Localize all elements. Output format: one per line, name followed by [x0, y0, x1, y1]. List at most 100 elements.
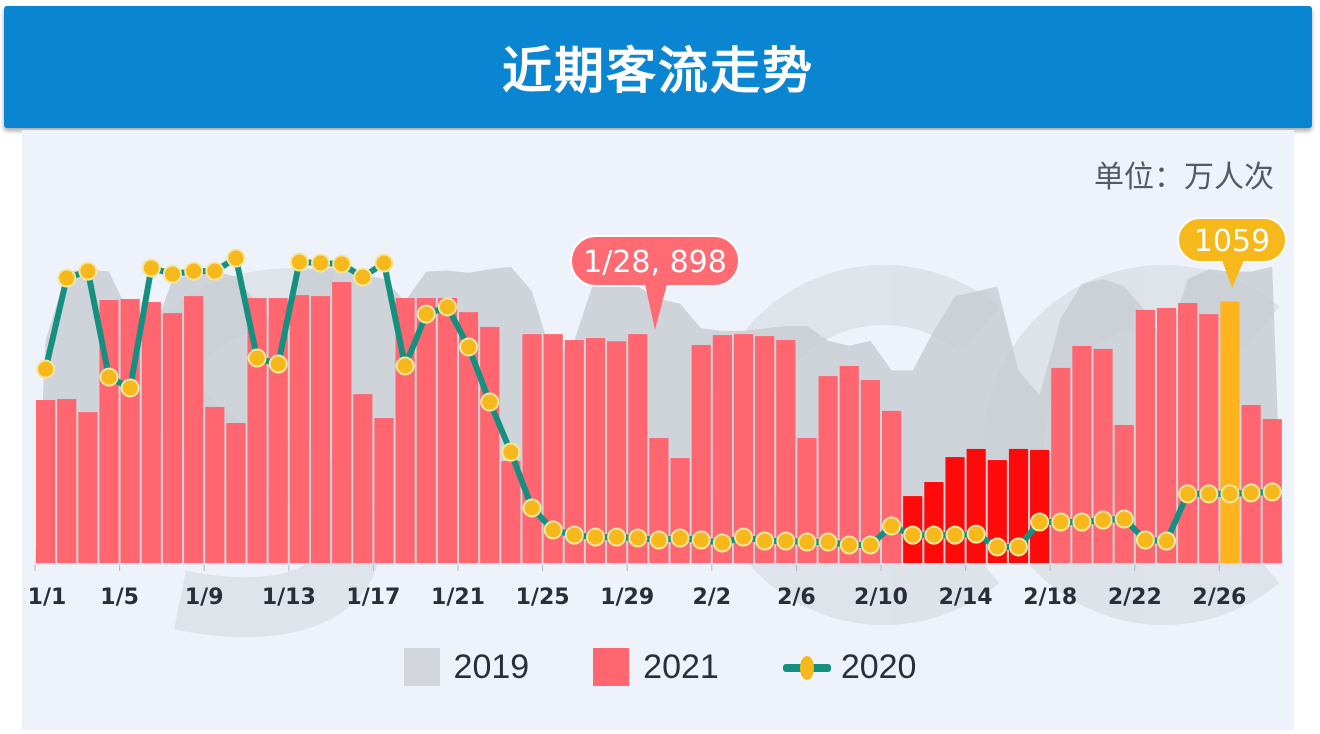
bar-2021-2/25[interactable]: [1199, 314, 1219, 563]
marker-2020-1/8[interactable]: [184, 261, 204, 281]
marker-2020-1/22[interactable]: [480, 392, 500, 412]
bar-2021-1/26[interactable]: [564, 340, 584, 563]
marker-2020-2/5[interactable]: [776, 531, 796, 551]
bar-2021-2/26[interactable]: [1220, 301, 1240, 563]
marker-2020-2/9[interactable]: [860, 535, 880, 555]
bar-2021-1/22[interactable]: [480, 326, 500, 563]
bar-2021-2/14[interactable]: [966, 448, 986, 563]
marker-2020-2/28[interactable]: [1262, 482, 1282, 502]
marker-2020-1/15[interactable]: [332, 254, 352, 274]
bar-2021-2/4[interactable]: [755, 336, 775, 563]
marker-2020-2/1[interactable]: [691, 530, 711, 550]
bar-2021-2/6[interactable]: [797, 438, 817, 563]
marker-2020-2/13[interactable]: [945, 525, 965, 545]
bar-2021-2/19[interactable]: [1072, 345, 1092, 563]
marker-2020-1/11[interactable]: [247, 348, 267, 368]
marker-2020-1/31[interactable]: [670, 528, 690, 548]
marker-2020-2/7[interactable]: [818, 532, 838, 552]
marker-2020-1/28[interactable]: [607, 527, 627, 547]
bar-2021-1/25[interactable]: [543, 334, 563, 563]
marker-2020-2/6[interactable]: [797, 532, 817, 552]
bar-2021-1/13[interactable]: [289, 295, 309, 563]
marker-2020-2/16[interactable]: [1008, 537, 1028, 557]
bar-2021-1/2[interactable]: [57, 399, 77, 563]
bar-2021-2/2[interactable]: [712, 335, 732, 563]
marker-2020-1/21[interactable]: [459, 337, 479, 357]
marker-2020-2/19[interactable]: [1072, 512, 1092, 532]
bar-2021-1/29[interactable]: [628, 334, 648, 563]
marker-2020-1/6[interactable]: [141, 258, 161, 278]
bar-2021-2/15[interactable]: [987, 460, 1007, 563]
marker-2020-1/23[interactable]: [501, 442, 521, 462]
bar-2021-1/30[interactable]: [649, 438, 669, 563]
marker-2020-1/14[interactable]: [311, 253, 331, 273]
marker-2020-2/14[interactable]: [966, 524, 986, 544]
marker-2020-1/17[interactable]: [374, 253, 394, 273]
bar-2021-1/17[interactable]: [374, 418, 394, 563]
marker-2020-2/3[interactable]: [734, 527, 754, 547]
marker-2020-1/2[interactable]: [57, 268, 77, 288]
marker-2020-1/25[interactable]: [543, 520, 563, 540]
bar-2021-1/6[interactable]: [141, 302, 161, 563]
bar-2021-1/24[interactable]: [522, 334, 542, 563]
bar-2021-1/8[interactable]: [184, 296, 204, 563]
marker-2020-1/16[interactable]: [353, 267, 373, 287]
marker-2020-1/24[interactable]: [522, 498, 542, 518]
marker-2020-2/27[interactable]: [1241, 483, 1261, 503]
bar-2021-2/23[interactable]: [1156, 307, 1177, 563]
marker-2020-1/19[interactable]: [416, 304, 436, 324]
bar-2021-1/9[interactable]: [205, 406, 225, 563]
marker-2020-2/23[interactable]: [1157, 531, 1177, 551]
bar-2021-1/21[interactable]: [459, 312, 479, 563]
bar-2021-2/10[interactable]: [882, 410, 902, 563]
legend-item-2021[interactable]: 2021: [593, 648, 719, 687]
marker-2020-1/5[interactable]: [120, 378, 140, 398]
bar-2021-1/27[interactable]: [585, 338, 606, 563]
bar-2021-1/15[interactable]: [332, 282, 352, 563]
bar-2021-2/24[interactable]: [1178, 303, 1198, 563]
marker-2020-1/9[interactable]: [205, 261, 225, 281]
marker-2020-2/21[interactable]: [1114, 509, 1134, 529]
marker-2020-2/20[interactable]: [1093, 510, 1113, 530]
bar-2021-1/14[interactable]: [310, 296, 331, 563]
marker-2020-2/15[interactable]: [987, 537, 1007, 557]
marker-2020-2/4[interactable]: [755, 531, 775, 551]
marker-2020-2/12[interactable]: [924, 525, 944, 545]
marker-2020-2/10[interactable]: [882, 516, 902, 536]
marker-2020-1/12[interactable]: [268, 354, 288, 374]
marker-2020-2/18[interactable]: [1051, 512, 1071, 532]
marker-2020-1/3[interactable]: [78, 261, 98, 281]
bar-2021-2/22[interactable]: [1135, 309, 1155, 563]
bar-2021-2/12[interactable]: [924, 482, 944, 563]
marker-2020-1/30[interactable]: [649, 530, 669, 550]
marker-2020-1/10[interactable]: [226, 248, 246, 268]
marker-2020-2/2[interactable]: [712, 533, 732, 553]
marker-2020-1/29[interactable]: [628, 528, 648, 548]
bar-2021-1/23[interactable]: [501, 461, 521, 563]
marker-2020-2/26[interactable]: [1220, 484, 1240, 504]
bar-2021-2/16[interactable]: [1008, 448, 1029, 563]
bar-2021-1/7[interactable]: [162, 313, 183, 563]
bar-2021-2/20[interactable]: [1093, 348, 1113, 563]
bar-2021-2/5[interactable]: [776, 340, 796, 563]
legend-item-2019[interactable]: 2019: [403, 648, 529, 687]
marker-2020-1/18[interactable]: [395, 356, 415, 376]
legend-item-2020[interactable]: 2020: [782, 648, 916, 687]
bar-2021-2/7[interactable]: [818, 376, 838, 563]
marker-2020-2/8[interactable]: [839, 535, 859, 555]
marker-2020-1/1[interactable]: [36, 359, 56, 379]
bar-2021-2/1[interactable]: [691, 344, 711, 563]
marker-2020-2/11[interactable]: [903, 525, 923, 545]
marker-2020-1/27[interactable]: [585, 527, 605, 547]
bar-2021-1/3[interactable]: [78, 412, 98, 563]
bar-2021-1/10[interactable]: [226, 423, 246, 563]
bar-2021-2/17[interactable]: [1030, 449, 1050, 563]
bar-2021-2/21[interactable]: [1114, 424, 1134, 563]
bar-2021-2/9[interactable]: [860, 380, 880, 563]
marker-2020-2/17[interactable]: [1030, 512, 1050, 532]
bar-2021-1/28[interactable]: [607, 341, 627, 563]
bar-2021-2/8[interactable]: [839, 365, 859, 563]
bar-2021-1/16[interactable]: [353, 394, 373, 563]
bar-2021-2/18[interactable]: [1051, 367, 1071, 563]
marker-2020-1/20[interactable]: [437, 297, 457, 317]
